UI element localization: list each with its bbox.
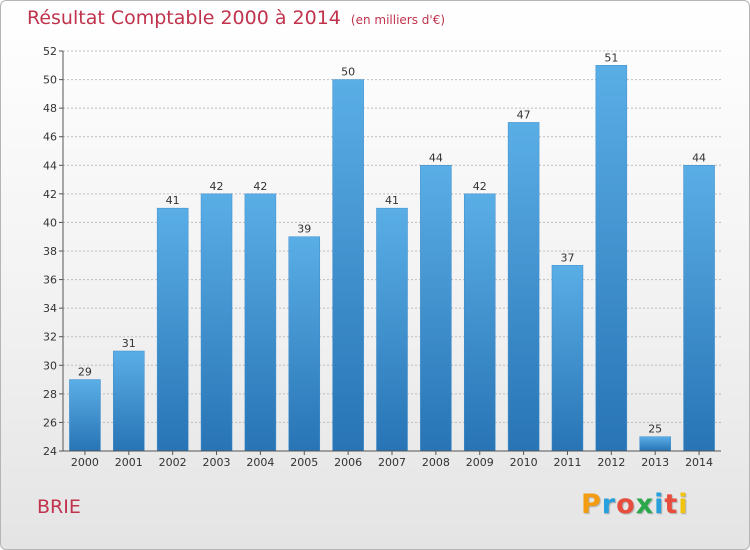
y-tick-label: 30 <box>43 359 57 372</box>
logo-letter: r <box>601 489 617 520</box>
x-tick-label: 2011 <box>553 456 581 469</box>
y-tick-label: 26 <box>43 416 57 429</box>
chart-title: Résultat Comptable 2000 à 2014 (en millie… <box>27 7 445 29</box>
x-tick-label: 2002 <box>159 456 187 469</box>
logo-letter: P <box>581 489 602 520</box>
y-tick-label: 50 <box>43 74 57 87</box>
bar-2009[interactable] <box>463 193 496 452</box>
y-tick-label: 34 <box>43 302 57 315</box>
value-label: 42 <box>253 180 267 193</box>
value-label: 29 <box>78 366 92 379</box>
x-tick-label: 2003 <box>203 456 231 469</box>
y-tick-label: 36 <box>43 274 57 287</box>
value-label: 25 <box>648 423 662 436</box>
proxiti-logo[interactable]: Proxiti <box>581 489 689 520</box>
logo-letter: i <box>678 489 689 520</box>
x-tick-label: 2006 <box>334 456 362 469</box>
bars: 29 31 41 42 42 39 50 41 44 42 47 37 51 25 44 <box>69 51 715 452</box>
x-tick-label: 2013 <box>641 456 669 469</box>
x-tick-label: 2000 <box>71 456 99 469</box>
y-tick-label: 42 <box>43 188 57 201</box>
bar-2002[interactable] <box>156 207 189 452</box>
x-tick-label: 2005 <box>290 456 318 469</box>
value-label: 50 <box>341 66 355 79</box>
y-tick-label: 52 <box>43 45 57 58</box>
value-label: 44 <box>429 151 443 164</box>
logo-letter: i <box>654 489 665 520</box>
bar-2000[interactable] <box>69 379 101 452</box>
bar-2010[interactable] <box>507 122 540 452</box>
bar-2006[interactable] <box>332 79 364 452</box>
bar-2013[interactable] <box>639 436 671 452</box>
value-label: 51 <box>604 51 618 64</box>
value-label: 41 <box>166 194 180 207</box>
value-label: 42 <box>473 180 487 193</box>
y-tick-label: 40 <box>43 216 57 229</box>
bar-2007[interactable] <box>376 207 408 452</box>
x-tick-label: 2014 <box>685 456 713 469</box>
x-tick-label: 2009 <box>466 456 494 469</box>
y-tick-label: 44 <box>43 159 57 172</box>
x-tick-label: 2010 <box>510 456 538 469</box>
value-label: 31 <box>122 337 136 350</box>
chart-title-text: Résultat Comptable 2000 à 2014 <box>27 7 341 29</box>
bar-2014[interactable] <box>683 165 715 452</box>
y-tick-label: 24 <box>43 445 57 458</box>
x-tick-label: 2001 <box>115 456 143 469</box>
y-tick-label: 28 <box>43 388 57 401</box>
bar-2001[interactable] <box>113 350 145 452</box>
value-label: 41 <box>385 194 399 207</box>
y-tick-label: 38 <box>43 245 57 258</box>
bar-2005[interactable] <box>288 236 321 452</box>
x-tick-label: 2004 <box>246 456 274 469</box>
value-label: 42 <box>210 180 224 193</box>
value-label: 39 <box>297 223 311 236</box>
bar-2004[interactable] <box>244 193 277 452</box>
logo-letter: o <box>616 489 636 520</box>
x-tick-label: 2012 <box>597 456 625 469</box>
logo-letter: x <box>635 489 655 520</box>
value-label: 37 <box>560 251 574 264</box>
bar-2011[interactable] <box>551 265 584 452</box>
value-label: 44 <box>692 151 706 164</box>
y-tick-label: 32 <box>43 331 57 344</box>
bar-2008[interactable] <box>420 165 452 452</box>
bar-2003[interactable] <box>200 193 233 452</box>
x-tick-label: 2008 <box>422 456 450 469</box>
value-label: 47 <box>517 108 531 121</box>
axes: 24 26 28 30 32 34 36 38 40 42 44 46 48 50 52 2000 2001 20… <box>43 45 721 469</box>
x-tick-label: 2007 <box>378 456 406 469</box>
y-tick-label: 46 <box>43 131 57 144</box>
chart-unit: (en milliers d'€) <box>350 13 446 27</box>
y-tick-label: 48 <box>43 102 57 115</box>
bar-2012[interactable] <box>595 65 628 452</box>
commune-name: BRIE <box>37 496 81 518</box>
logo-letter: t <box>664 489 679 520</box>
